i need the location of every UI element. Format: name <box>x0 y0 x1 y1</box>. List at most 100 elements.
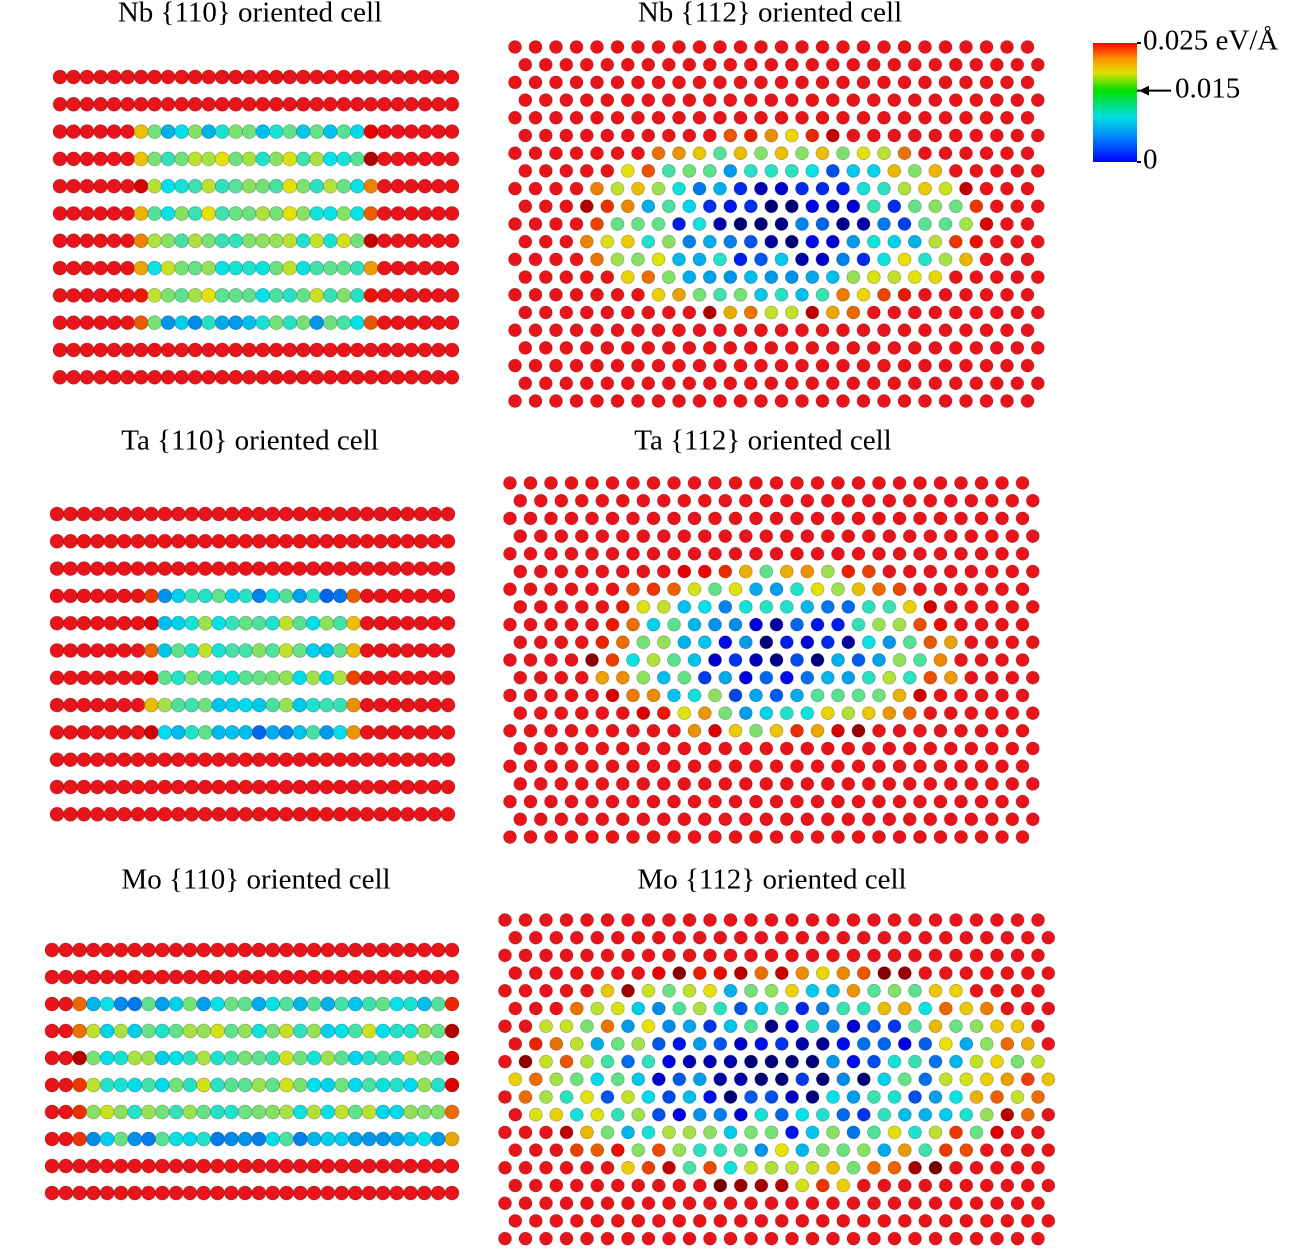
atom <box>569 287 584 302</box>
atom <box>197 697 213 713</box>
atom <box>349 260 365 276</box>
atom <box>334 942 350 958</box>
atom <box>943 529 958 543</box>
atom <box>430 1023 446 1039</box>
atom <box>376 260 392 276</box>
atom <box>79 206 95 221</box>
atom <box>682 305 697 320</box>
atom <box>651 75 666 90</box>
atom <box>569 966 584 980</box>
atom <box>841 741 856 756</box>
atom <box>800 706 815 720</box>
atom <box>237 1023 253 1039</box>
atom <box>141 1131 157 1147</box>
atom <box>754 966 769 980</box>
atom <box>1010 1231 1025 1246</box>
atom <box>990 948 1004 963</box>
atom <box>141 969 157 985</box>
atom <box>390 96 406 112</box>
atom <box>851 511 866 526</box>
atom <box>851 582 866 597</box>
atom <box>255 315 271 331</box>
atom <box>610 1107 625 1122</box>
atom <box>933 723 948 738</box>
atom <box>810 688 825 703</box>
atom <box>528 966 543 980</box>
atom <box>403 1050 419 1066</box>
atom <box>861 635 876 650</box>
atom <box>363 342 379 358</box>
atom <box>157 588 173 604</box>
atom <box>585 723 599 738</box>
atom <box>841 493 856 508</box>
atom <box>361 1104 377 1120</box>
atom <box>544 582 558 597</box>
atom <box>86 1158 101 1174</box>
atom <box>255 260 271 276</box>
atom <box>390 69 406 85</box>
atom <box>1000 1143 1015 1157</box>
atom <box>928 128 943 143</box>
atom <box>872 794 886 809</box>
atom <box>559 163 574 178</box>
atom <box>241 69 257 85</box>
atom <box>795 1214 810 1228</box>
atom <box>196 1104 212 1120</box>
atom <box>662 1231 676 1246</box>
atom <box>918 966 933 980</box>
atom <box>989 199 1004 214</box>
atom <box>223 1131 239 1147</box>
atom <box>564 546 579 561</box>
atom <box>1041 1143 1056 1157</box>
atom <box>779 493 794 508</box>
atom <box>636 493 651 508</box>
atom <box>959 252 973 267</box>
atom <box>897 1178 912 1193</box>
atom <box>224 697 240 713</box>
atom <box>785 1160 799 1175</box>
atom <box>154 1023 170 1039</box>
atom <box>130 643 146 658</box>
atom <box>866 128 881 143</box>
atom <box>713 323 727 338</box>
atom <box>856 75 871 90</box>
atom <box>605 511 620 526</box>
atom <box>346 806 362 822</box>
atom <box>754 1214 769 1228</box>
atom <box>99 1185 115 1201</box>
atom <box>1041 1001 1056 1016</box>
atom <box>170 697 186 713</box>
atom <box>346 506 362 522</box>
atom <box>928 270 943 285</box>
atom <box>79 233 95 249</box>
atom <box>1005 706 1020 720</box>
atom <box>66 369 81 385</box>
atom <box>928 1196 943 1211</box>
atom <box>86 1050 101 1066</box>
atom <box>334 1131 350 1147</box>
atom <box>528 323 543 338</box>
atom <box>147 369 163 385</box>
atom <box>295 369 311 385</box>
atom <box>948 340 963 355</box>
atom <box>376 96 392 112</box>
atom <box>620 163 635 178</box>
atom <box>805 1019 820 1034</box>
atom <box>549 1037 564 1051</box>
atom <box>79 69 95 85</box>
atom <box>738 635 753 650</box>
atom <box>631 930 646 945</box>
atom <box>1030 163 1045 178</box>
atom <box>989 163 1004 178</box>
atom <box>784 128 799 143</box>
atom <box>103 615 119 631</box>
atom <box>431 315 446 331</box>
atom <box>697 493 712 508</box>
atom <box>251 1050 267 1066</box>
atom <box>106 69 122 85</box>
atom <box>533 529 548 543</box>
atom <box>825 234 840 249</box>
atom <box>133 260 149 276</box>
atom <box>907 93 922 107</box>
atom <box>538 376 553 391</box>
